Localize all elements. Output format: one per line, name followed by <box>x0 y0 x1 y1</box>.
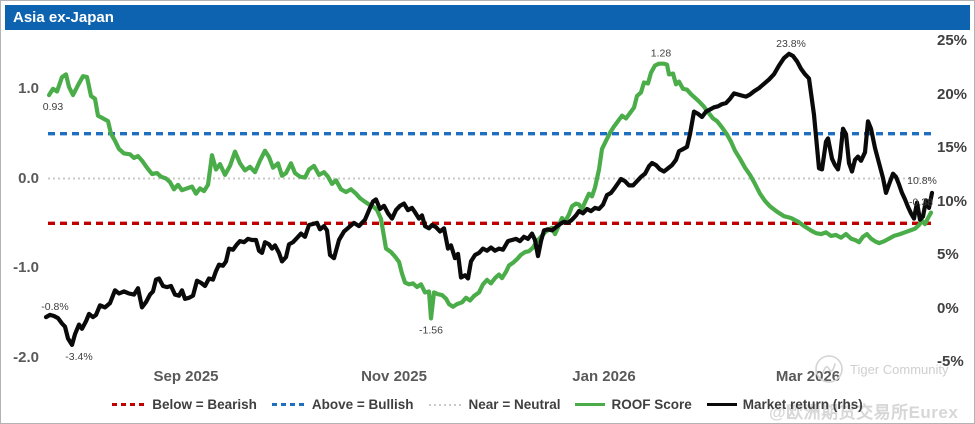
series-market-return <box>43 51 935 347</box>
data-label: 10.8% <box>907 175 937 187</box>
legend-label: Near = Neutral <box>468 397 561 412</box>
data-label: -3.4% <box>65 351 92 363</box>
watermark-tiger-community: Tiger Community <box>813 352 973 386</box>
watermark-handle: @欧洲期货交易所Eurex <box>769 403 959 422</box>
legend-item-market-return: Market return (rhs) <box>706 397 863 412</box>
right-axis-tick: 20% <box>937 85 968 103</box>
legend-item-near-neutral: Near = Neutral <box>428 397 561 412</box>
right-axis-tick: 0% <box>937 299 959 317</box>
tiger-logo-icon <box>815 355 843 383</box>
legend-label: ROOF Score <box>611 397 692 412</box>
series-roof-score <box>46 61 934 321</box>
data-label: 1.28 <box>651 48 672 60</box>
data-label: 23.8% <box>776 38 806 50</box>
legend-marker-dash-icon <box>112 403 147 406</box>
right-axis-tick: 5% <box>937 246 959 263</box>
legend-item-below-bearish: Below = Bearish <box>112 397 257 412</box>
legend-label: Market return (rhs) <box>742 397 863 412</box>
right-axis-tick: 25% <box>937 32 968 49</box>
right-axis-tick: 10% <box>937 192 968 210</box>
data-label: -0.8% <box>41 301 68 313</box>
legend-marker-dots-icon <box>428 403 463 406</box>
data-label: -0.38 <box>909 197 933 209</box>
left-axis-tick: 1.0 <box>18 79 39 97</box>
x-axis-tick: Nov 2025 <box>361 368 427 385</box>
x-axis-tick: Jan 2026 <box>572 368 636 385</box>
legend-marker-dash-icon <box>271 403 306 406</box>
chart-title: Asia ex-Japan <box>5 5 970 30</box>
legend-item-above-bullish: Above = Bullish <box>271 397 414 412</box>
right-axis-tick: 15% <box>937 139 968 156</box>
right-axis-tick: -5% <box>937 353 964 370</box>
data-label: -1.56 <box>419 324 443 336</box>
x-axis-tick: Sep 2025 <box>153 368 219 385</box>
watermark-community-label: Tiger Community <box>850 361 949 377</box>
legend-item-roof-score: ROOF Score <box>575 397 692 412</box>
legend-label: Below = Bearish <box>152 397 257 412</box>
left-axis-tick: -2.0 <box>13 348 39 366</box>
left-axis-tick: 0.0 <box>18 169 39 187</box>
chart-legend: Below = Bearish Above = Bullish Near = Neu… <box>1 397 974 412</box>
legend-label: Above = Bullish <box>311 397 414 412</box>
data-label: 0.93 <box>43 101 64 113</box>
legend-marker-line-icon <box>706 403 737 406</box>
left-axis-tick: -1.0 <box>13 259 39 277</box>
legend-marker-line-icon <box>575 403 606 406</box>
